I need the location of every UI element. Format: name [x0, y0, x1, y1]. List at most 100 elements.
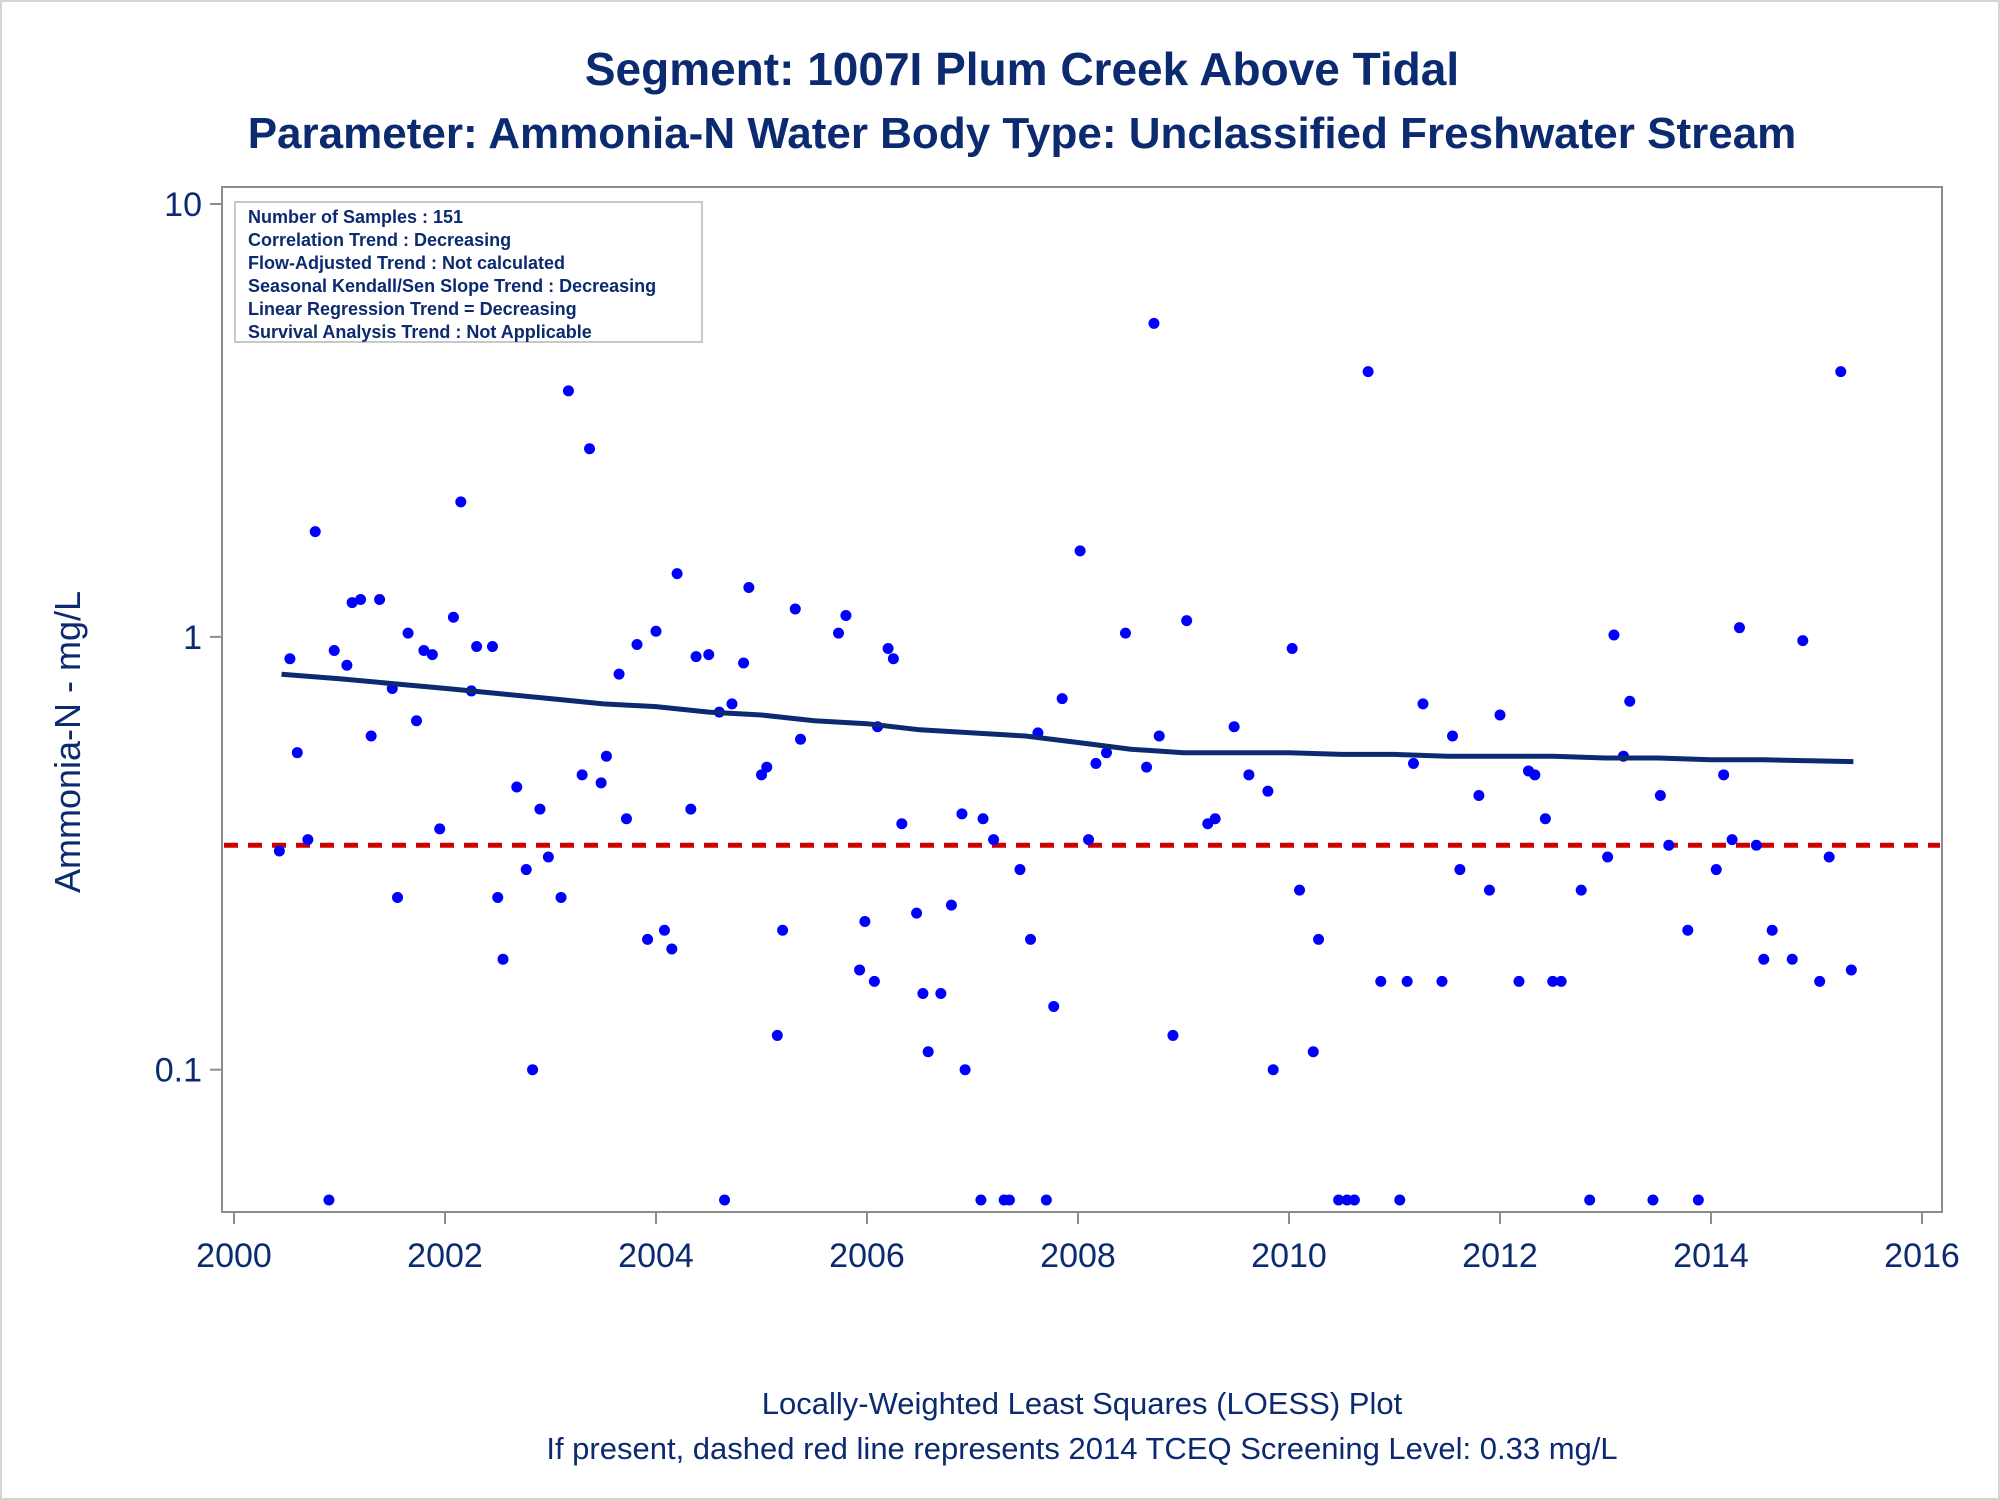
data-point [1692, 1194, 1704, 1206]
data-point [1547, 975, 1559, 987]
data-point [1529, 769, 1541, 781]
data-point [620, 813, 632, 825]
data-point [1014, 864, 1026, 876]
data-point [1407, 757, 1419, 769]
data-point [956, 808, 968, 820]
data-point [988, 834, 1000, 846]
x-tick-label: 2016 [1884, 1237, 1960, 1275]
data-point [1056, 693, 1068, 705]
stats-line-seasonal-kendall: Seasonal Kendall/Sen Slope Trend : Decre… [248, 276, 656, 296]
data-point [868, 975, 880, 987]
data-point [434, 823, 446, 835]
data-point [355, 593, 367, 605]
data-point [486, 640, 498, 652]
data-point [1539, 813, 1551, 825]
data-point [328, 644, 340, 656]
data-point [1647, 1194, 1659, 1206]
loess-trend-line [281, 671, 1854, 765]
data-point [576, 769, 588, 781]
data-point [1710, 864, 1722, 876]
x-tick-label: 2000 [196, 1237, 272, 1275]
data-point [600, 750, 612, 762]
data-point [1786, 953, 1798, 965]
data-point [1718, 769, 1730, 781]
chart-subtitle: Parameter: Ammonia-N Water Body Type: Un… [248, 109, 1797, 158]
data-point [527, 1064, 539, 1076]
data-point [273, 845, 285, 857]
data-point [1483, 884, 1495, 896]
data-point [511, 781, 523, 793]
data-point [365, 730, 377, 742]
data-point [1401, 975, 1413, 987]
data-point [631, 639, 643, 651]
data-point [1348, 1194, 1360, 1206]
data-point [975, 1194, 987, 1206]
stats-line-flow-adjusted: Flow-Adjusted Trend : Not calculated [248, 253, 565, 273]
data-point [1286, 642, 1298, 654]
data-point [1307, 1046, 1319, 1058]
data-point [1333, 1194, 1345, 1206]
stats-box-frame [234, 201, 703, 343]
data-point [1602, 851, 1614, 863]
data-point [1654, 790, 1666, 802]
data-point [935, 987, 947, 999]
data-point [1243, 769, 1255, 781]
data-point [1362, 366, 1374, 378]
data-point [1025, 933, 1037, 945]
data-point [402, 627, 414, 639]
chart-title: Segment: 1007I Plum Creek Above Tidal [585, 43, 1459, 95]
data-point [1141, 761, 1153, 773]
x-tick-label: 2008 [1040, 1237, 1116, 1275]
data-points [273, 317, 1857, 1206]
data-point [1417, 698, 1429, 710]
data-point [789, 603, 801, 615]
data-point [859, 915, 871, 927]
data-point [777, 924, 789, 936]
data-point [666, 943, 678, 955]
data-point [854, 964, 866, 976]
data-point [911, 907, 923, 919]
y-axis-label: Ammonia-N - mg/L [47, 591, 88, 893]
data-point [411, 715, 423, 727]
data-point [922, 1046, 934, 1058]
data-point [771, 1029, 783, 1041]
x-axis: 2000 2002 2004 2006 2008 2010 2012 2014 2016 [196, 1212, 1960, 1275]
data-point [542, 851, 554, 863]
data-point [1454, 864, 1466, 876]
data-point [374, 593, 386, 605]
data-point [291, 747, 303, 759]
data-point [1494, 709, 1506, 721]
data-point [1262, 785, 1274, 797]
x-tick-label: 2014 [1673, 1237, 1749, 1275]
data-point [534, 803, 546, 815]
data-point [1733, 622, 1745, 634]
data-point [1845, 964, 1857, 976]
data-point [690, 651, 702, 663]
x-tick-label: 2004 [618, 1237, 694, 1275]
stats-line-samples: Number of Samples : 151 [248, 207, 463, 227]
data-point [284, 653, 296, 665]
data-point [1584, 1194, 1596, 1206]
data-point [1074, 545, 1086, 557]
data-point [1608, 629, 1620, 641]
data-point [719, 1194, 731, 1206]
data-point [613, 668, 625, 680]
footnote-loess: Locally-Weighted Least Squares (LOESS) P… [762, 1386, 1403, 1421]
data-point [1394, 1194, 1406, 1206]
data-point [1083, 834, 1095, 846]
data-point [584, 443, 596, 455]
data-point [1726, 834, 1738, 846]
data-point [562, 385, 574, 397]
stats-line-linear-regression: Linear Regression Trend = Decreasing [248, 299, 577, 319]
data-point [1447, 730, 1459, 742]
data-point [1766, 924, 1778, 936]
data-point [1513, 975, 1525, 987]
data-point [1181, 615, 1193, 627]
stats-line-correlation: Correlation Trend : Decreasing [248, 230, 511, 250]
data-point [887, 653, 899, 665]
data-point [346, 597, 358, 609]
data-point [1003, 1194, 1015, 1206]
data-point [1267, 1064, 1279, 1076]
data-point [447, 611, 459, 623]
data-point [1375, 975, 1387, 987]
